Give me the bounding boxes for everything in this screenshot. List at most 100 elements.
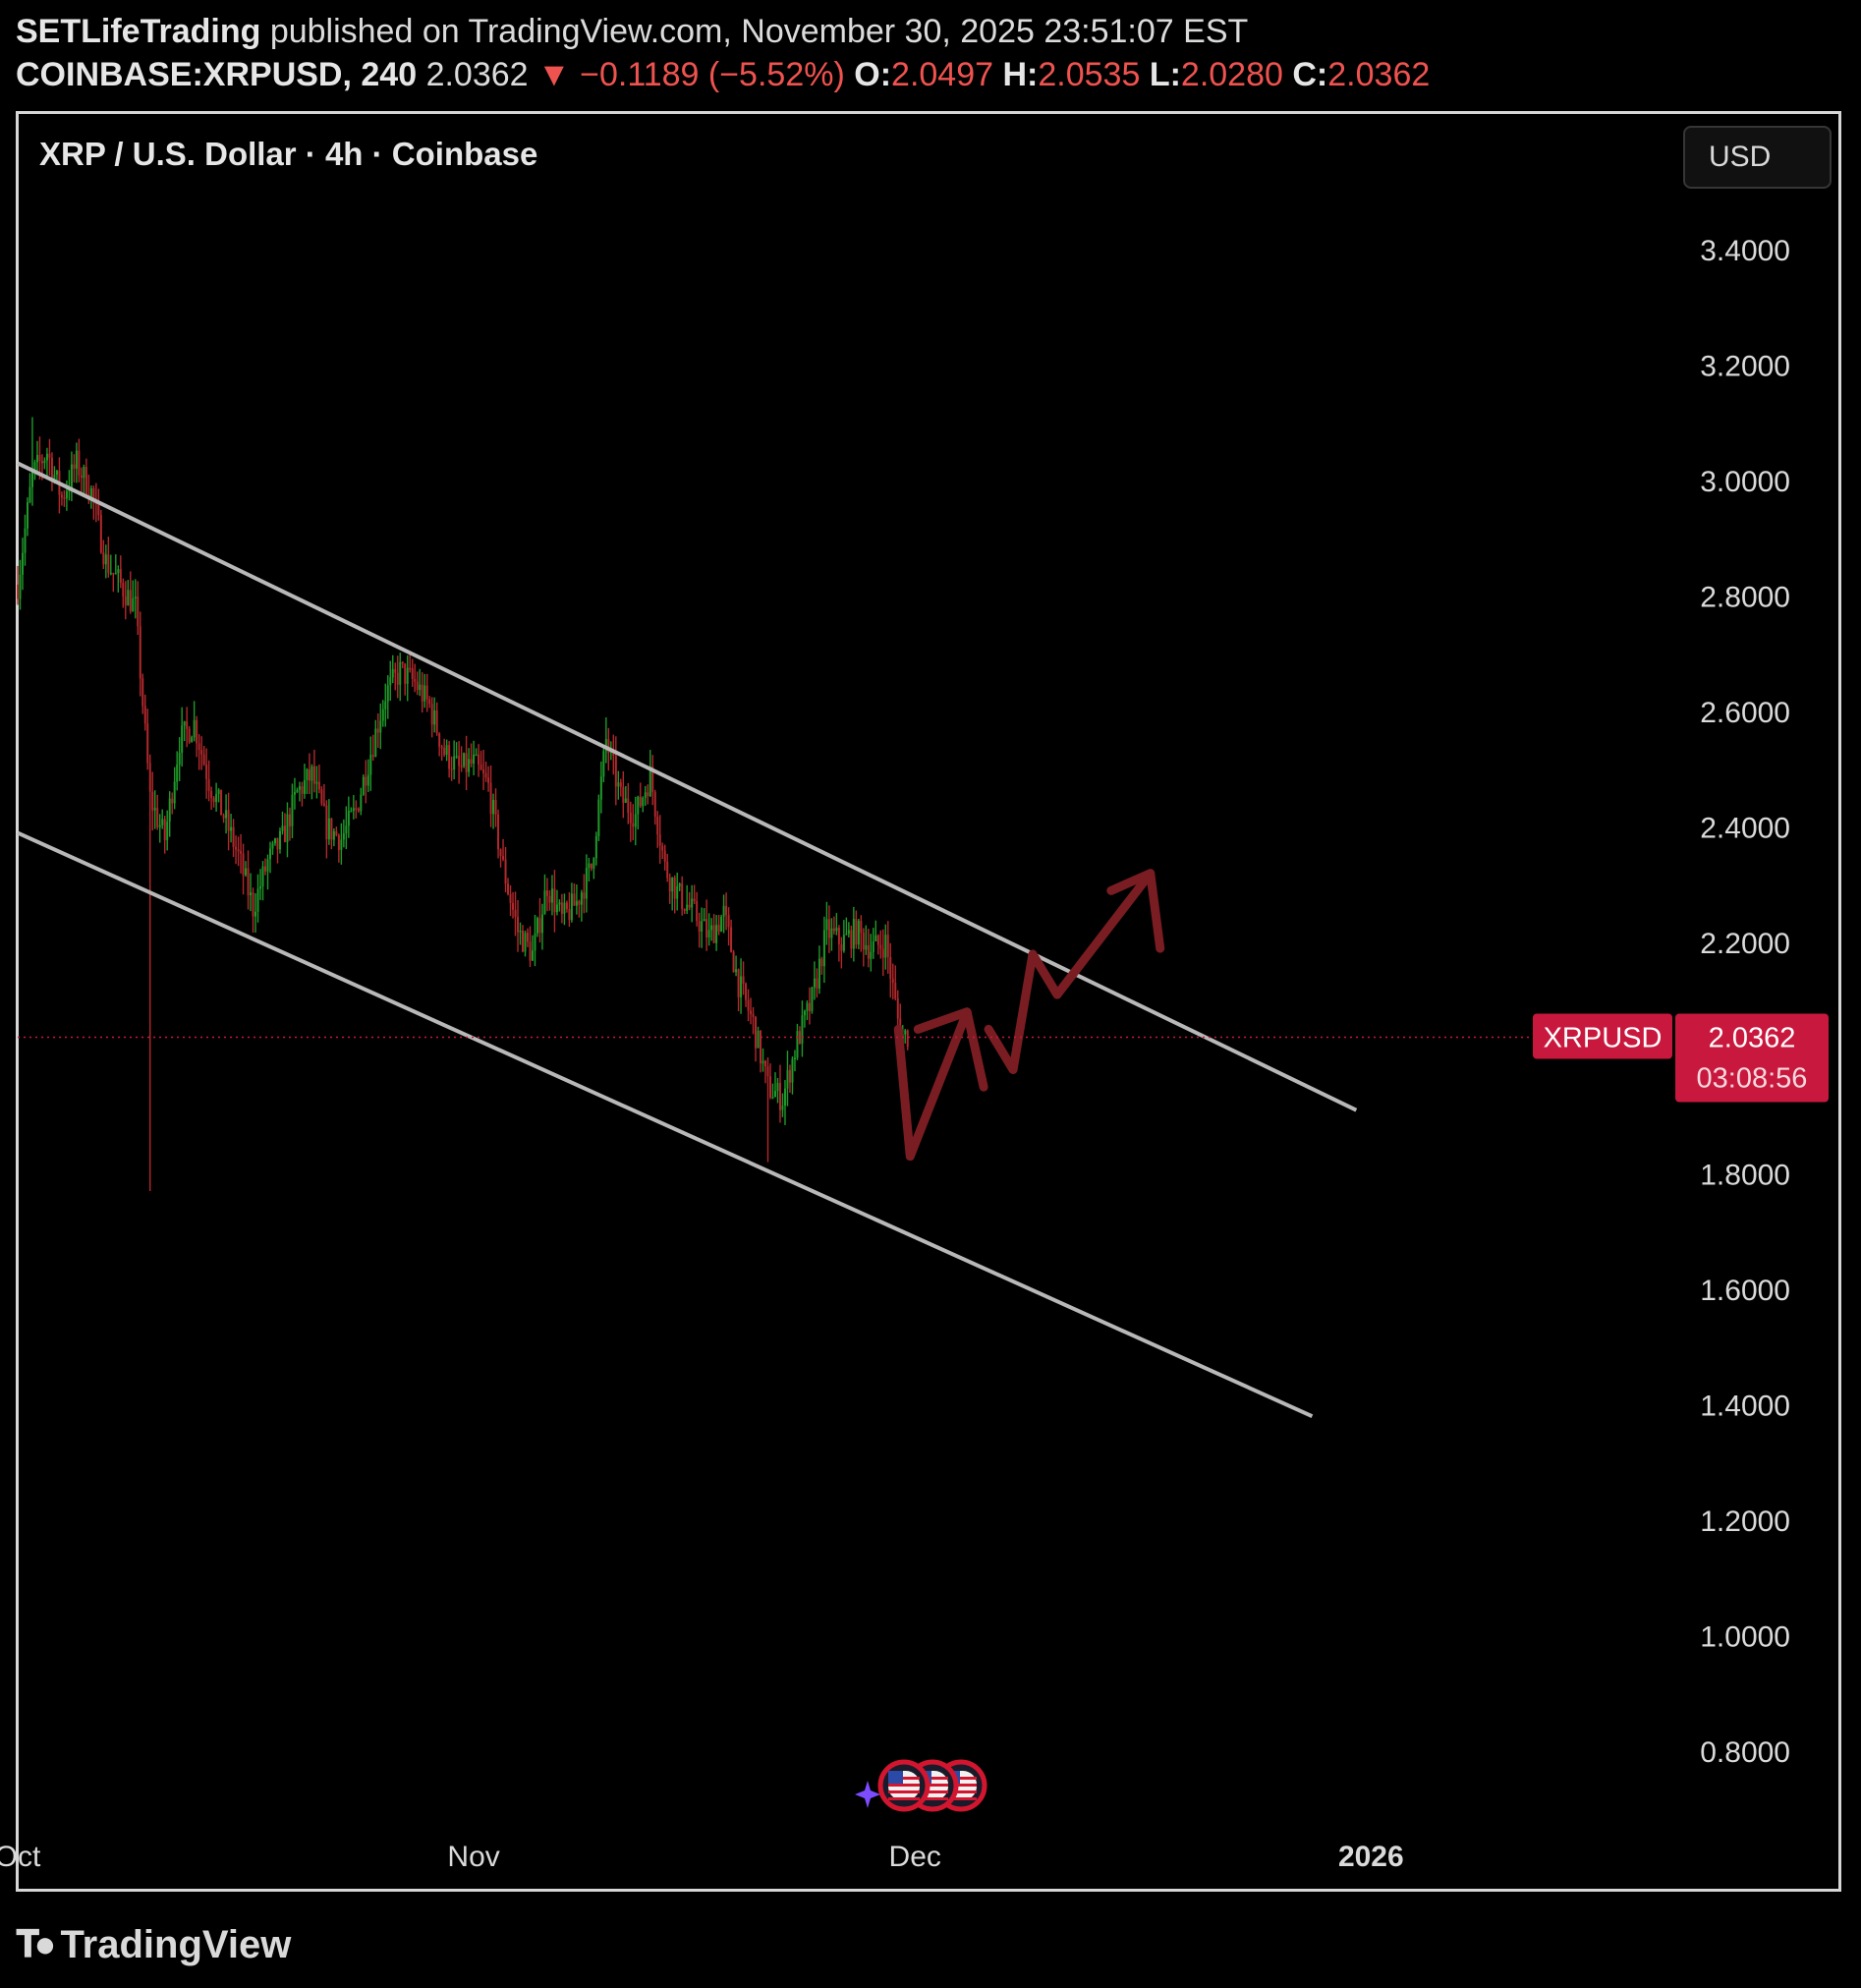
published-text: published on TradingView.com, November 3… [269,13,1249,50]
candle-body [879,944,882,949]
candle-body [183,721,186,726]
candle-body [85,467,87,495]
candle-body [891,978,894,984]
candle-body [563,902,566,914]
candle-body [614,756,617,787]
candle-body [168,798,171,823]
candle-body [210,790,213,798]
candle-body [178,753,181,765]
candle-body [17,584,19,599]
candle-body [786,1069,789,1089]
currency-button[interactable]: USD [1683,126,1832,189]
candle-body [555,904,558,913]
flag-stripe [917,1790,948,1793]
candle-body [303,779,306,794]
candle-body [710,925,713,931]
candle-body [778,1082,781,1110]
y-tick-label: 1.4000 [1700,1390,1790,1422]
candle-body [703,919,705,922]
candle-body [396,672,399,685]
chart-title[interactable]: XRP / U.S. Dollar · 4h · Coinbase [39,136,538,172]
candle-body [722,905,725,917]
candle-body [394,668,397,673]
candle-body [399,661,402,685]
candle-body [627,798,630,814]
candle-body [421,684,423,702]
candle-body [347,811,350,826]
candle-body [632,823,635,827]
candle-body [543,890,546,915]
candle-body [870,951,873,959]
candle-body [865,944,868,950]
candle-body [132,597,135,611]
low-label: L: [1149,56,1181,93]
economic-events [855,1759,987,1812]
candle-body [570,893,573,921]
candle-body [740,976,743,997]
candle-body [230,826,233,831]
publisher-name[interactable]: SETLifeTrading [16,13,261,50]
candle-body [475,754,478,757]
candle-body [55,471,58,475]
candle-body [771,1097,774,1099]
candle-body [742,976,745,985]
candle-body [540,914,543,934]
candle-body [886,935,889,957]
candle-body [820,958,823,967]
candle-body [379,720,382,733]
candles-layer [17,417,909,1191]
candle-body [43,460,46,464]
candle-body [357,808,360,812]
candle-body [832,928,835,932]
y-tick-label: 2.4000 [1700,813,1790,845]
candle-body [617,782,620,787]
candle-body [73,464,76,469]
candle-body [585,868,588,899]
candle-body [492,799,495,815]
candle-body [215,794,218,803]
candle-body [104,554,107,565]
candle-body [575,900,578,906]
candle-body [592,858,595,869]
candle-body [191,737,194,743]
candle-body [830,928,833,938]
candle-body [769,1076,772,1098]
candle-body [526,933,529,942]
candle-body [455,756,458,758]
candle-body [163,819,166,841]
candle-body [264,866,267,872]
candle-body [720,916,723,932]
candle-body [874,935,877,941]
candle-body [590,863,592,869]
candle-body [35,454,38,463]
arrow-one [893,1007,972,1162]
flag-stripe [917,1784,948,1787]
candle-body [793,1057,796,1060]
candle-body [837,928,840,944]
flag-stripe [888,1784,920,1787]
candle-body [558,902,561,905]
candle-body [433,710,436,725]
candle-body [391,668,394,678]
candle-body [376,728,379,733]
candle-body [727,915,730,928]
candle-body [19,574,22,599]
x-tick-label: 2026 [1338,1841,1404,1873]
ohlc-line: COINBASE:XRPUSD, 240 2.0362 ▼ −0.1189 (−… [16,53,1843,96]
candle-body [247,868,250,895]
candle-body [146,723,149,764]
candle-body [406,667,409,684]
candle-body [818,958,820,989]
candle-body [288,814,291,826]
candle-body [764,1060,767,1067]
candle-body [827,919,830,938]
candle-body [440,746,443,749]
candle-body [803,1010,806,1016]
candle-body [220,789,223,816]
tradingview-logo[interactable]: 𝐓● TradingView [16,1920,291,1969]
candle-body [676,885,679,899]
chart-pane[interactable] [16,111,1841,1892]
candle-body [327,818,330,840]
candle-body [273,837,276,844]
